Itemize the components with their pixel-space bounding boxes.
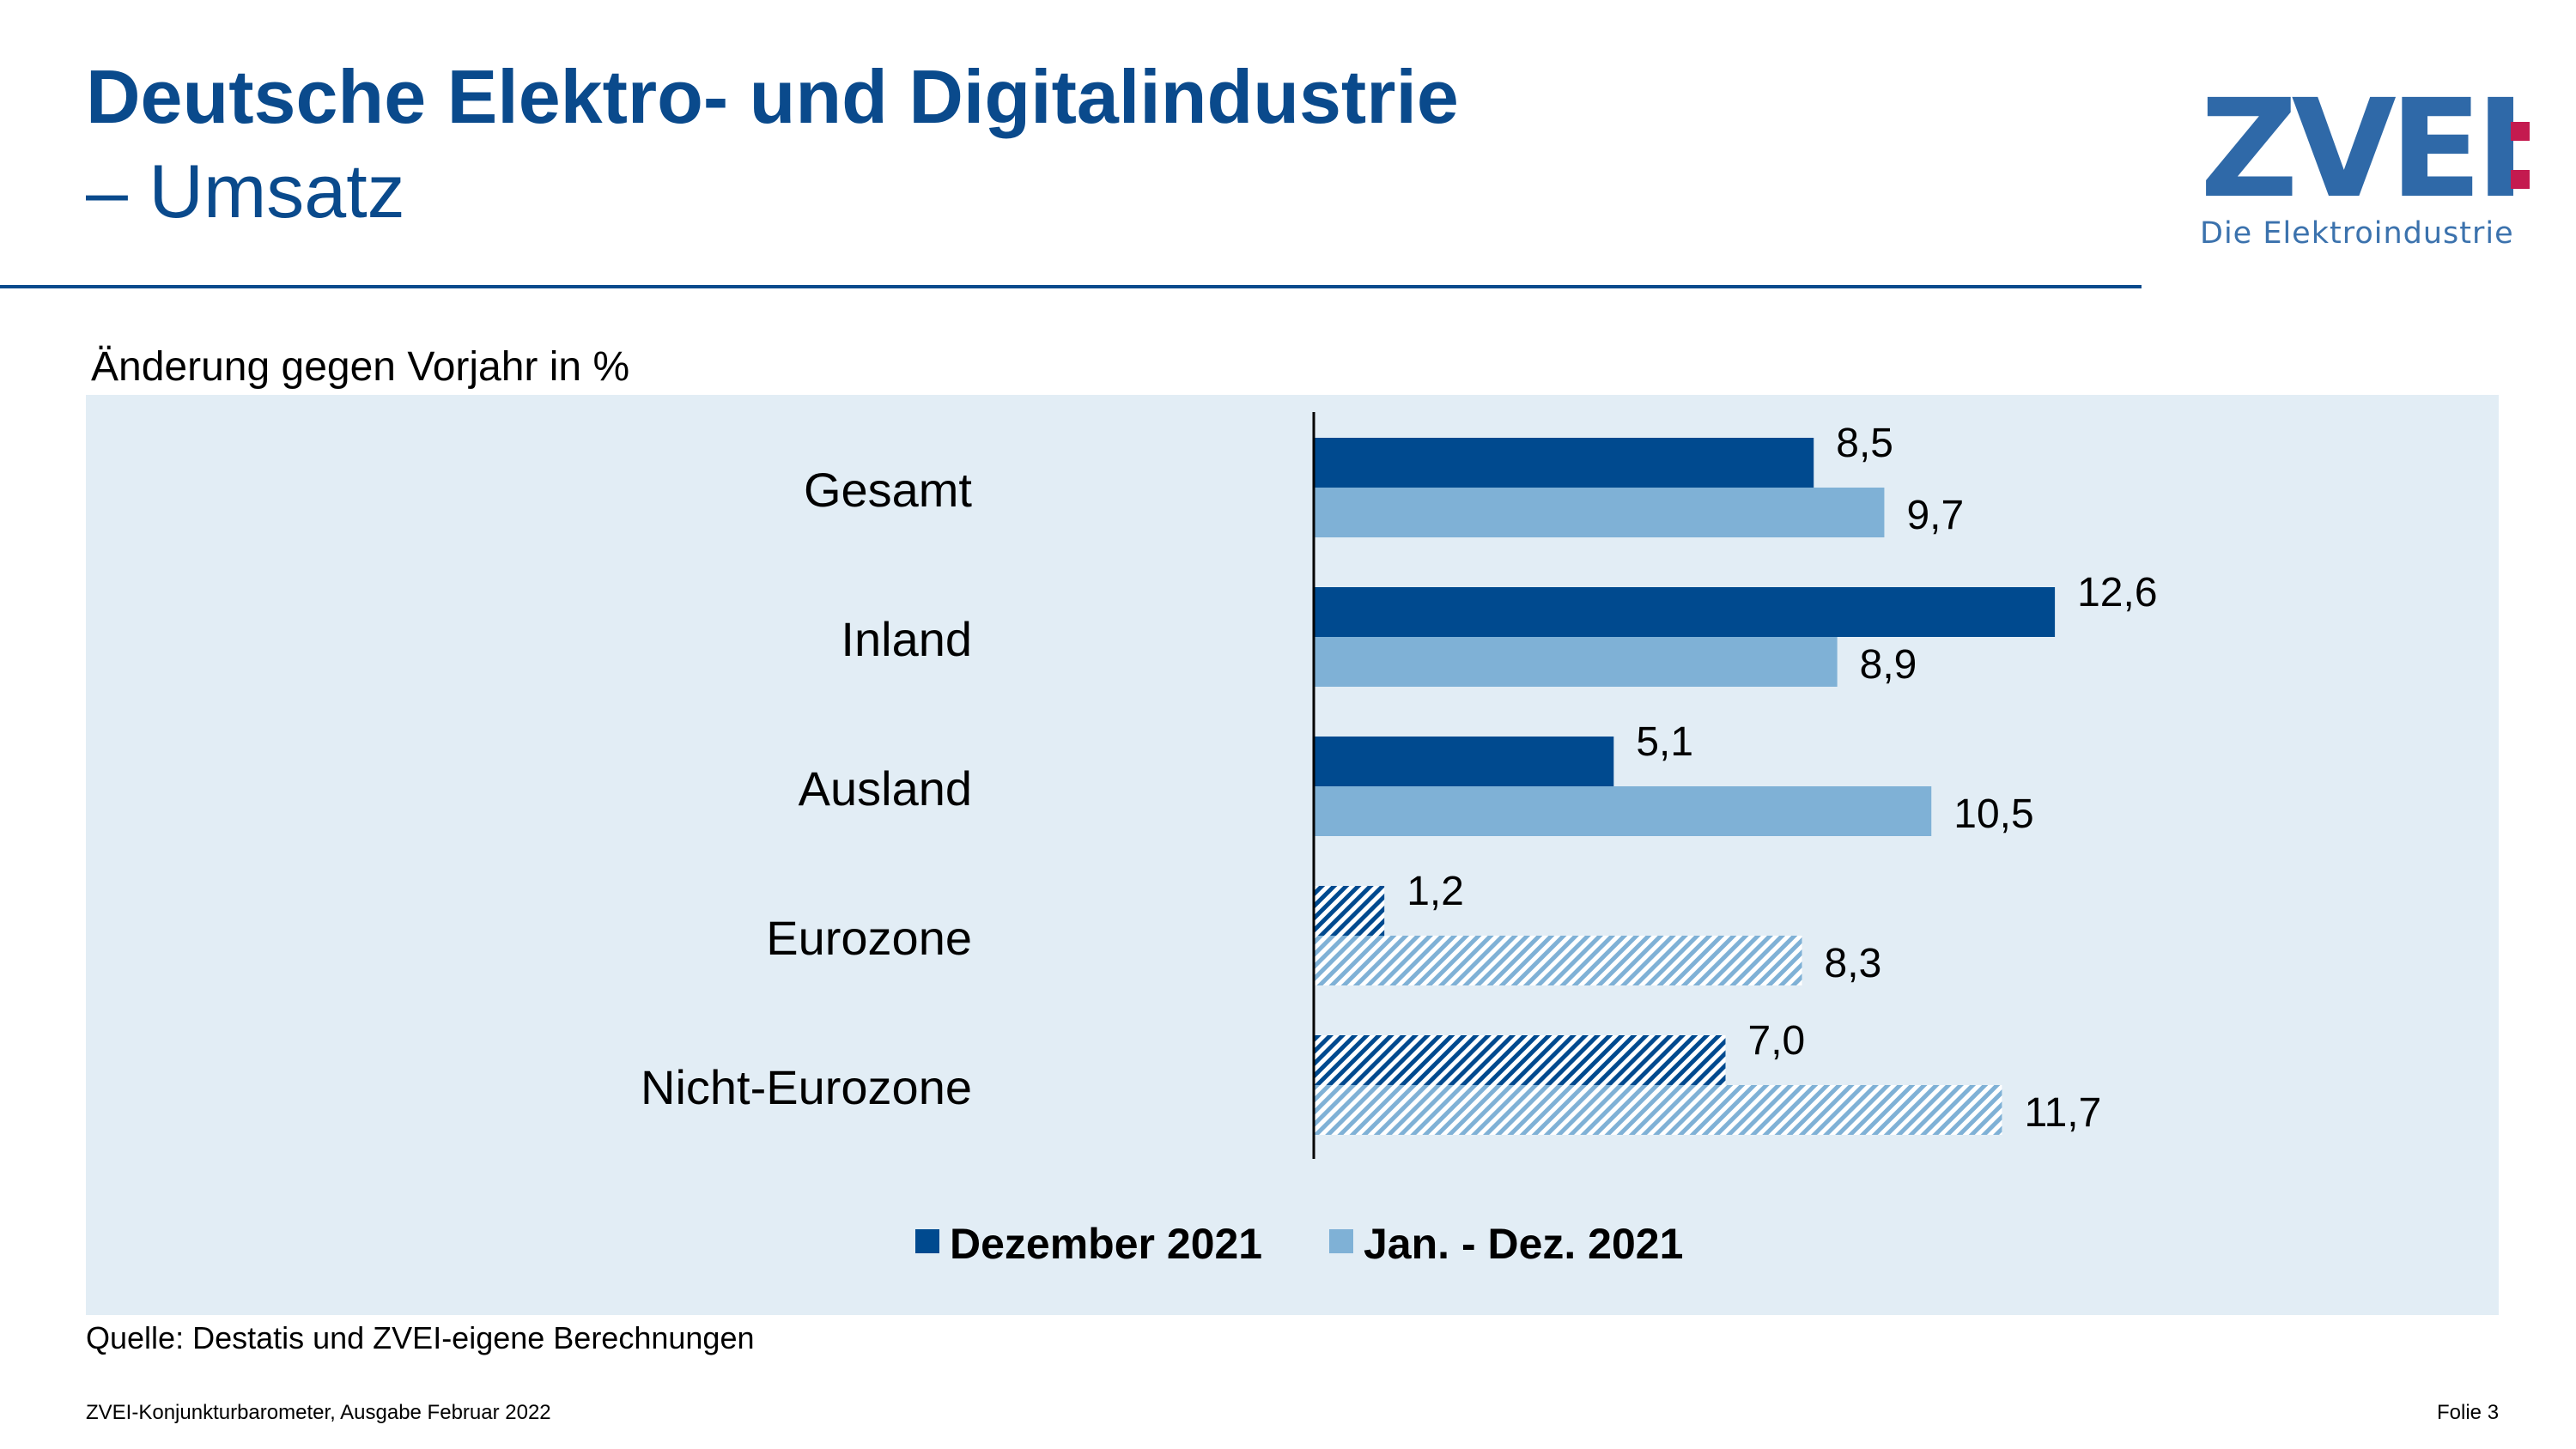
bar	[1314, 737, 1614, 786]
bar	[1314, 936, 1802, 985]
footer-slide-number: Folie 3	[2437, 1401, 2500, 1424]
category-label: Gesamt	[804, 463, 972, 517]
category-label: Ausland	[799, 761, 972, 815]
data-label: 8,9	[1860, 642, 1917, 688]
source-note: Quelle: Destatis und ZVEI-eigene Berechn…	[86, 1320, 755, 1355]
data-label: 5,1	[1636, 719, 1693, 765]
logo-dot-bottom	[2511, 170, 2530, 189]
category-label: Nicht-Eurozone	[641, 1060, 972, 1114]
bar	[1314, 886, 1385, 936]
bar	[1314, 786, 1932, 836]
bar	[1314, 587, 2056, 637]
data-label: 8,5	[1836, 421, 1893, 466]
data-label: 1,2	[1406, 869, 1464, 914]
page-title: Deutsche Elektro- und Digitalindustrie	[86, 54, 1459, 139]
legend-swatch	[1329, 1229, 1353, 1253]
data-label: 8,3	[1825, 941, 1882, 986]
logo-dot-top	[2511, 122, 2530, 141]
category-label: Inland	[841, 612, 972, 666]
chart-panel: Gesamt 8,5 9,7 Inland 12,6 8,9 Ausland 5,1 10,5 E…	[86, 395, 2499, 1315]
legend-swatch	[915, 1229, 939, 1253]
bar	[1314, 1085, 2002, 1135]
data-label: 9,7	[1906, 493, 1964, 538]
bar	[1314, 1035, 1726, 1085]
category-label: Eurozone	[766, 911, 972, 965]
data-label: 7,0	[1748, 1018, 1806, 1064]
logo-wordmark: ZVEI	[2200, 82, 2519, 228]
bar	[1314, 637, 1838, 687]
zvei-logo: ZVEI	[2200, 82, 2530, 228]
data-label: 10,5	[1953, 791, 2033, 837]
chart-subtitle: Änderung gegen Vorjahr in %	[91, 344, 630, 390]
legend-label: Dezember 2021	[950, 1220, 1262, 1268]
bar-chart: Gesamt 8,5 9,7 Inland 12,6 8,9 Ausland 5,1 10,5 E…	[641, 412, 2158, 1268]
bar	[1314, 488, 1885, 537]
header-divider	[0, 285, 2142, 288]
bar	[1314, 438, 1814, 488]
data-label: 11,7	[2024, 1090, 2101, 1136]
logo-tagline: Die Elektroindustrie	[2200, 216, 2514, 251]
footer-publication: ZVEI-Konjunkturbarometer, Ausgabe Februa…	[86, 1401, 551, 1424]
legend-label: Jan. - Dez. 2021	[1364, 1220, 1683, 1268]
page-subtitle: – Umsatz	[86, 149, 405, 233]
data-label: 12,6	[2077, 570, 2157, 615]
